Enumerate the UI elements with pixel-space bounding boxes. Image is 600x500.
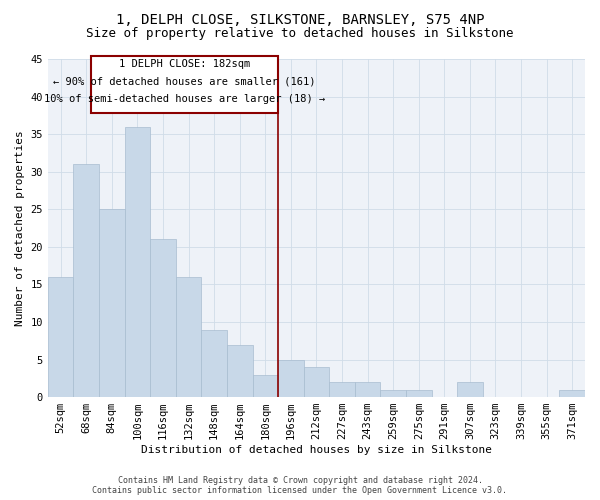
X-axis label: Distribution of detached houses by size in Silkstone: Distribution of detached houses by size … <box>141 445 492 455</box>
Y-axis label: Number of detached properties: Number of detached properties <box>15 130 25 326</box>
Bar <box>253 374 278 397</box>
FancyBboxPatch shape <box>91 56 278 114</box>
Text: Size of property relative to detached houses in Silkstone: Size of property relative to detached ho… <box>86 28 514 40</box>
Bar <box>406 390 431 397</box>
Bar <box>304 367 329 397</box>
Bar <box>202 330 227 397</box>
Text: 1, DELPH CLOSE, SILKSTONE, BARNSLEY, S75 4NP: 1, DELPH CLOSE, SILKSTONE, BARNSLEY, S75… <box>116 12 484 26</box>
Bar <box>355 382 380 397</box>
Text: ← 90% of detached houses are smaller (161): ← 90% of detached houses are smaller (16… <box>53 76 316 86</box>
Bar <box>380 390 406 397</box>
Bar <box>559 390 585 397</box>
Bar <box>150 240 176 397</box>
Bar <box>329 382 355 397</box>
Bar <box>73 164 99 397</box>
Bar <box>227 344 253 397</box>
Bar <box>457 382 482 397</box>
Text: Contains HM Land Registry data © Crown copyright and database right 2024.
Contai: Contains HM Land Registry data © Crown c… <box>92 476 508 495</box>
Bar <box>176 277 202 397</box>
Text: 10% of semi-detached houses are larger (18) →: 10% of semi-detached houses are larger (… <box>44 94 325 104</box>
Bar <box>125 127 150 397</box>
Text: 1 DELPH CLOSE: 182sqm: 1 DELPH CLOSE: 182sqm <box>119 60 250 70</box>
Bar <box>278 360 304 397</box>
Bar <box>99 210 125 397</box>
Bar <box>48 277 73 397</box>
